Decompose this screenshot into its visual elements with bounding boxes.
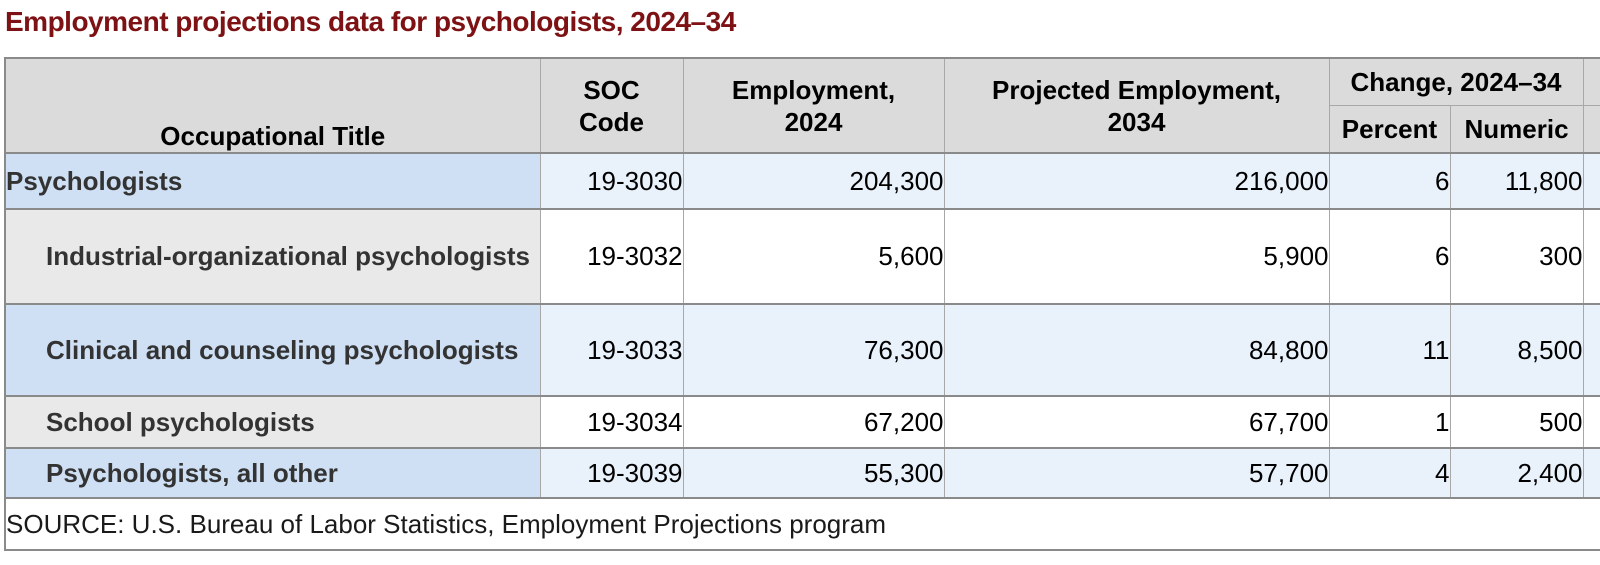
- cell-change-numeric: 11,800: [1449, 152, 1584, 210]
- col-header-percent: Percent: [1328, 104, 1451, 154]
- cell-change-numeric: 2,400: [1449, 447, 1584, 499]
- cell-change-percent: 11: [1328, 303, 1451, 397]
- col-header-clipped-sub: [1582, 104, 1600, 154]
- cell-projected-2034: 5,900: [943, 208, 1330, 305]
- col-header-numeric: Numeric: [1449, 104, 1584, 154]
- cell-employment-2024: 55,300: [682, 447, 945, 499]
- table-header: Occupational Title SOC Code Employment, …: [4, 57, 1600, 154]
- table-row: School psychologists 19-3034 67,200 67,7…: [4, 395, 1600, 449]
- col-header-employment-2024: Employment, 2024: [682, 57, 945, 154]
- cell-projected-2034: 57,700: [943, 447, 1330, 499]
- cell-clipped: [1582, 152, 1600, 210]
- cell-change-numeric: 8,500: [1449, 303, 1584, 397]
- cell-occupational-title: School psychologists: [4, 395, 541, 449]
- table-row: Psychologists 19-3030 204,300 216,000 6 …: [4, 152, 1600, 210]
- col-header-projected-employment-2034: Projected Employment, 2034: [943, 57, 1330, 154]
- cell-change-percent: 6: [1328, 152, 1451, 210]
- cell-soc-code: 19-3030: [539, 152, 684, 210]
- cell-soc-code: 19-3033: [539, 303, 684, 397]
- cell-employment-2024: 67,200: [682, 395, 945, 449]
- cell-soc-code: 19-3032: [539, 208, 684, 305]
- cell-projected-2034: 84,800: [943, 303, 1330, 397]
- cell-occupational-title: Clinical and counseling psychologists: [4, 303, 541, 397]
- col-header-clipped-top: [1582, 57, 1600, 106]
- page-title: Employment projections data for psycholo…: [5, 6, 736, 37]
- table-row: Industrial-organizational psychologists …: [4, 208, 1600, 305]
- header-row-top: Occupational Title SOC Code Employment, …: [4, 57, 1600, 154]
- cell-change-percent: 4: [1328, 447, 1451, 499]
- cell-occupational-title: Psychologists, all other: [4, 447, 541, 499]
- cell-employment-2024: 76,300: [682, 303, 945, 397]
- cell-change-numeric: 300: [1449, 208, 1584, 305]
- table-row: Psychologists, all other 19-3039 55,300 …: [4, 447, 1600, 499]
- cell-change-numeric: 500: [1449, 395, 1584, 449]
- cell-employment-2024: 204,300: [682, 152, 945, 210]
- cell-occupational-title: Psychologists: [4, 152, 541, 210]
- cell-change-percent: 1: [1328, 395, 1451, 449]
- cell-soc-code: 19-3034: [539, 395, 684, 449]
- source-note: SOURCE: U.S. Bureau of Labor Statistics,…: [4, 497, 1600, 551]
- cell-occupational-title: Industrial-organizational psychologists: [4, 208, 541, 305]
- cell-clipped: [1582, 303, 1600, 397]
- col-header-occupational-title: Occupational Title: [4, 57, 541, 154]
- cell-employment-2024: 5,600: [682, 208, 945, 305]
- cell-change-percent: 6: [1328, 208, 1451, 305]
- cell-projected-2034: 216,000: [943, 152, 1330, 210]
- cell-clipped: [1582, 208, 1600, 305]
- employment-projections-table: Occupational Title SOC Code Employment, …: [4, 57, 1600, 551]
- table-row: Clinical and counseling psychologists 19…: [4, 303, 1600, 397]
- table-body: Psychologists 19-3030 204,300 216,000 6 …: [4, 152, 1600, 551]
- source-row: SOURCE: U.S. Bureau of Labor Statistics,…: [4, 497, 1600, 551]
- cell-clipped: [1582, 447, 1600, 499]
- col-header-soc-code: SOC Code: [539, 57, 684, 154]
- cell-clipped: [1582, 395, 1600, 449]
- cell-projected-2034: 67,700: [943, 395, 1330, 449]
- col-header-change-2024-34: Change, 2024–34: [1328, 57, 1584, 106]
- cell-soc-code: 19-3039: [539, 447, 684, 499]
